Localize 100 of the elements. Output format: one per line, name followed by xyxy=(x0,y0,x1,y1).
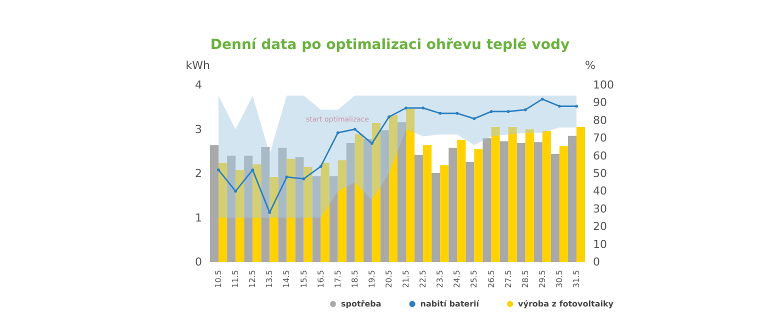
bar xyxy=(542,131,551,262)
point xyxy=(234,190,238,193)
point xyxy=(524,108,527,112)
bar xyxy=(423,145,432,262)
x-tick-label: 16.5 xyxy=(316,270,326,288)
y2-tick-label: 80 xyxy=(593,114,607,127)
point xyxy=(506,110,510,114)
bar xyxy=(559,146,568,262)
point xyxy=(574,104,578,108)
x-tick-label: 31.5 xyxy=(572,270,581,288)
x-tick-label: 22.5 xyxy=(418,270,428,288)
point xyxy=(387,115,390,118)
bar xyxy=(482,138,492,262)
bar xyxy=(500,141,508,262)
bar xyxy=(474,149,483,262)
x-tick-label: 19.5 xyxy=(367,270,376,288)
point xyxy=(251,168,254,172)
x-tick-label: 15.5 xyxy=(299,270,308,288)
x-tick-label: 30.5 xyxy=(554,270,564,288)
bar xyxy=(448,148,458,262)
point xyxy=(540,98,544,101)
bar xyxy=(525,129,534,262)
y2-tick-label: 10 xyxy=(593,238,607,251)
bar xyxy=(440,165,449,262)
x-tick-label: 17.5 xyxy=(333,270,342,288)
y2-tick-label: 60 xyxy=(593,149,607,162)
point xyxy=(285,176,288,179)
bar xyxy=(236,170,244,262)
x-tick-label: 27.5 xyxy=(504,270,513,288)
bar xyxy=(312,176,321,262)
bar xyxy=(329,176,338,262)
bar xyxy=(338,160,346,262)
y-tick-label: 4 xyxy=(195,78,202,92)
y2-tick-label: 0 xyxy=(593,256,600,268)
x-tick-label: 20.5 xyxy=(384,270,394,288)
bar xyxy=(346,142,355,262)
x-tick-label: 26.5 xyxy=(486,270,496,288)
bar xyxy=(568,136,576,262)
x-tick-label: 23.5 xyxy=(436,270,445,288)
y2-tick-label: 30 xyxy=(593,202,607,216)
legend-label: spotřeba xyxy=(341,300,382,308)
x-tick-label: 29.5 xyxy=(538,270,547,288)
y2-tick-label: 90 xyxy=(593,96,607,110)
bar xyxy=(304,166,312,262)
x-tick-label: 14.5 xyxy=(282,270,292,288)
bar xyxy=(210,145,219,262)
bar xyxy=(218,162,228,262)
bar xyxy=(534,142,542,262)
point xyxy=(353,128,356,131)
y-tick-label: 3 xyxy=(195,122,202,136)
y2-tick-label: 50 xyxy=(593,167,607,180)
point xyxy=(370,142,374,145)
x-tick-label: 24.5 xyxy=(452,270,462,288)
x-tick-label: 10.5 xyxy=(214,270,224,288)
point xyxy=(456,112,459,115)
legend-label: výroba z fotovoltaiky xyxy=(518,300,614,308)
chart-title: Denní data po optimalizaci ohřevu teplé vody xyxy=(210,37,570,53)
x-tick-label: 11.5 xyxy=(231,270,240,288)
bar xyxy=(354,134,364,262)
y2-tick-label: 40 xyxy=(593,184,607,198)
bar xyxy=(363,138,372,262)
y2-tick-label: 20 xyxy=(593,220,607,234)
x-tick-label: 12.5 xyxy=(248,270,258,288)
x-tick-label: 18.5 xyxy=(350,270,360,288)
y2-tick-label: 100 xyxy=(593,78,614,92)
bar xyxy=(508,127,517,262)
bar xyxy=(550,154,560,262)
x-tick-label: 25.5 xyxy=(470,270,479,288)
x-tick-label: 21.5 xyxy=(402,270,411,288)
y-tick-label: 2 xyxy=(195,167,202,180)
bar xyxy=(261,146,270,262)
bar xyxy=(278,148,287,262)
bar xyxy=(516,142,526,262)
bar xyxy=(372,123,380,262)
bar xyxy=(466,162,474,262)
point xyxy=(438,112,442,115)
bar xyxy=(576,127,585,262)
bar xyxy=(457,140,466,262)
bar xyxy=(320,162,330,262)
bar xyxy=(244,156,253,262)
point xyxy=(490,110,493,114)
x-tick-label: 13.5 xyxy=(265,270,274,288)
bar xyxy=(414,154,424,262)
bar xyxy=(270,177,278,262)
bar xyxy=(491,127,500,262)
point xyxy=(472,117,476,120)
y-tick-label: 1 xyxy=(195,211,202,224)
bar xyxy=(227,156,236,262)
point xyxy=(558,104,561,108)
y2-tick-label: 70 xyxy=(593,132,607,145)
bar xyxy=(432,173,440,262)
bar xyxy=(398,122,406,262)
bar xyxy=(388,115,398,262)
bar xyxy=(380,130,389,262)
bar xyxy=(295,157,304,262)
bar xyxy=(286,158,296,262)
y-axis-title: kWh xyxy=(186,59,210,72)
y2-axis-title: % xyxy=(585,59,596,72)
bar xyxy=(252,164,262,262)
legend-label: nabití baterií xyxy=(420,300,480,308)
